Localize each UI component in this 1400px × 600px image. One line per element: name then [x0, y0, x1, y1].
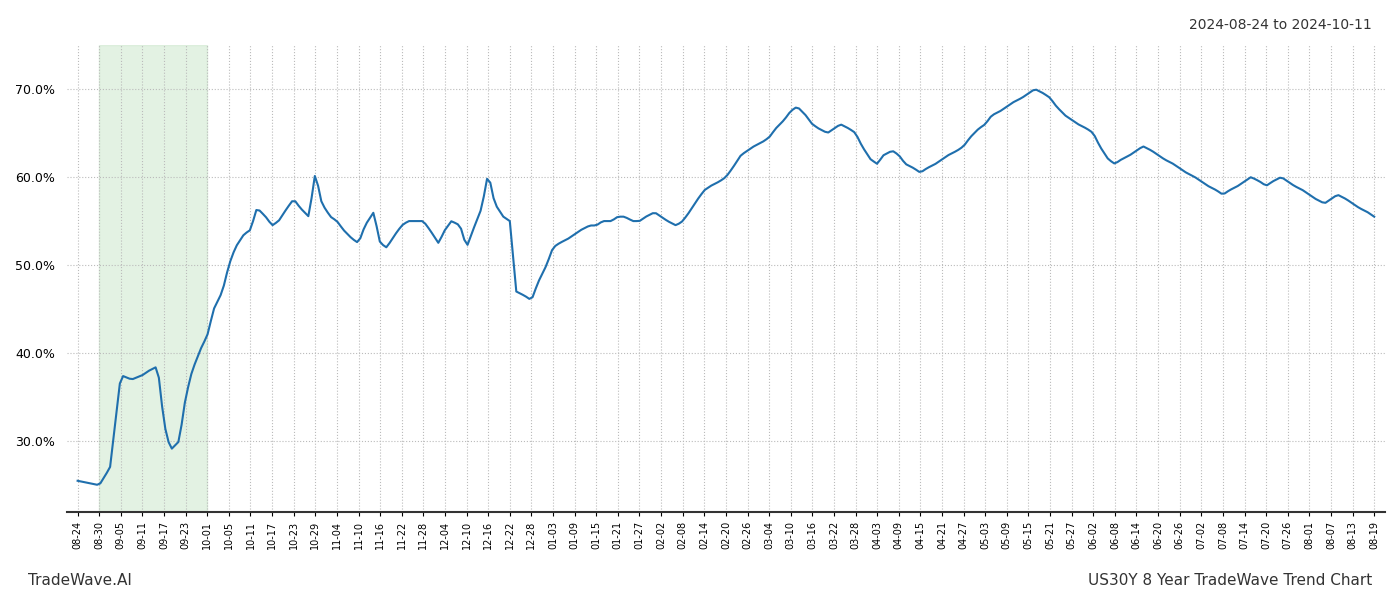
Text: 2024-08-24 to 2024-10-11: 2024-08-24 to 2024-10-11 [1189, 18, 1372, 32]
Text: US30Y 8 Year TradeWave Trend Chart: US30Y 8 Year TradeWave Trend Chart [1088, 573, 1372, 588]
Bar [99, 45, 207, 512]
Text: TradeWave.AI: TradeWave.AI [28, 573, 132, 588]
